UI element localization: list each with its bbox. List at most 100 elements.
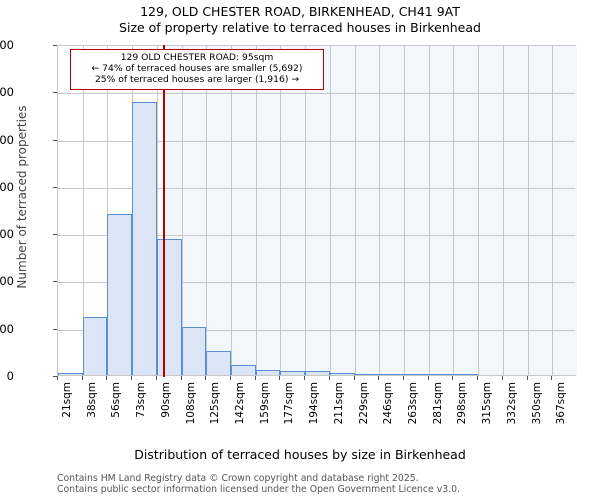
x-tick-label: 350sqm (530, 382, 543, 425)
gridline-vertical (181, 46, 183, 375)
x-tick-label: 315sqm (481, 382, 494, 425)
gridline-horizontal (58, 329, 575, 331)
property-annotation-box: 129 OLD CHESTER ROAD: 95sqm ← 74% of ter… (70, 49, 324, 90)
annotation-line-2: ← 74% of terraced houses are smaller (5,… (91, 63, 303, 75)
gridline-horizontal (58, 235, 575, 237)
x-tick-mark (452, 376, 454, 380)
x-tick-mark (279, 376, 281, 380)
x-tick-mark (254, 376, 256, 380)
x-tick-label: 263sqm (407, 382, 419, 425)
x-tick-label: 108sqm (184, 382, 197, 425)
gridline-vertical (305, 46, 307, 375)
gridline-horizontal (58, 140, 575, 142)
x-tick-label: 73sqm (135, 382, 148, 418)
y-tick-mark (53, 328, 57, 330)
x-tick-mark (353, 376, 355, 380)
chart-title-block: 129, OLD CHESTER ROAD, BIRKENHEAD, CH41 … (0, 4, 600, 36)
histogram-bar (107, 214, 133, 375)
y-tick-label: 3000 (0, 85, 14, 100)
x-tick-label: 142sqm (234, 382, 246, 425)
gridline-vertical (231, 46, 232, 375)
x-tick-label: 125sqm (209, 382, 222, 425)
chart-subtitle: Size of property relative to terraced ho… (119, 20, 481, 35)
histogram-bar (280, 371, 306, 375)
x-tick-label: 281sqm (431, 382, 444, 425)
x-tick-mark (328, 376, 330, 380)
gridline-vertical (354, 46, 356, 375)
gridline-vertical (453, 46, 455, 375)
histogram-bar (206, 350, 231, 375)
x-tick-mark (155, 376, 157, 380)
gridline-vertical (280, 46, 282, 375)
histogram-bar (255, 370, 281, 375)
gridline-vertical (552, 46, 554, 375)
property-size-marker-line (162, 45, 165, 377)
footer-line-1: Contains HM Land Registry data © Crown c… (57, 473, 419, 484)
x-tick-mark (106, 376, 108, 380)
y-tick-mark (53, 139, 57, 141)
y-tick-mark (53, 92, 57, 94)
gridline-horizontal (58, 187, 575, 189)
x-tick-mark (131, 376, 133, 380)
x-tick-label: 194sqm (308, 382, 321, 425)
x-tick-mark (551, 376, 553, 380)
x-tick-mark (526, 376, 528, 380)
y-tick-label: 1500 (0, 227, 14, 242)
gridline-vertical (82, 46, 84, 375)
plot-area (57, 45, 577, 377)
x-tick-mark (81, 376, 83, 380)
x-tick-mark (304, 376, 306, 380)
histogram-bar (354, 373, 380, 375)
y-tick-mark (53, 186, 57, 188)
x-tick-mark (378, 376, 380, 380)
gridline-vertical (107, 46, 109, 375)
x-tick-label: 177sqm (283, 382, 296, 425)
y-axis-title: Number of terraced properties (15, 105, 29, 289)
footer-line-2: Contains public sector information licen… (57, 484, 460, 495)
histogram-bar (231, 365, 256, 375)
histogram-bar (305, 370, 330, 375)
footer-attribution: Contains HM Land Registry data © Crown c… (57, 473, 597, 495)
gridline-horizontal (58, 93, 575, 95)
y-tick-label: 2500 (0, 132, 14, 147)
histogram-bar (82, 316, 108, 375)
x-tick-label: 332sqm (505, 382, 518, 425)
x-tick-mark (57, 376, 58, 380)
histogram-bar (428, 373, 454, 375)
y-tick-label: 0 (6, 369, 14, 383)
y-tick-label: 3500 (0, 38, 14, 52)
gridline-vertical (478, 46, 480, 375)
annotation-line-3: 25% of terraced houses are larger (1,916… (94, 74, 300, 86)
histogram-bar (404, 373, 429, 375)
annotation-line-1: 129 OLD CHESTER ROAD: 95sqm (120, 52, 274, 63)
x-tick-label: 38sqm (85, 382, 98, 418)
x-tick-label: 90sqm (159, 382, 172, 418)
x-tick-label: 159sqm (258, 382, 271, 425)
y-tick-mark (53, 376, 57, 377)
y-tick-mark (53, 281, 57, 283)
gridline-vertical (527, 46, 529, 375)
gridline-vertical (379, 46, 381, 375)
x-tick-label: 298sqm (456, 382, 469, 425)
histogram-bar (58, 372, 83, 375)
histogram-bar (132, 101, 157, 375)
x-tick-label: 56sqm (110, 382, 123, 418)
x-tick-label: 367sqm (555, 382, 568, 425)
histogram-bar (379, 373, 404, 375)
histogram-bar (453, 373, 479, 375)
y-tick-label: 2000 (0, 179, 14, 194)
y-tick-mark (53, 234, 57, 236)
larger-region-shading (163, 46, 577, 375)
x-tick-label: 211sqm (332, 382, 345, 425)
x-tick-label: 21sqm (61, 382, 73, 418)
x-tick-mark (180, 376, 182, 380)
y-tick-label: 1000 (0, 274, 14, 289)
gridline-vertical (404, 46, 405, 375)
page-title: 129, OLD CHESTER ROAD, BIRKENHEAD, CH41 … (140, 4, 460, 19)
gridline-vertical (255, 46, 257, 375)
gridline-vertical (206, 46, 208, 375)
gridline-horizontal (58, 282, 575, 284)
histogram-bar (181, 326, 207, 375)
x-tick-mark (501, 376, 503, 380)
